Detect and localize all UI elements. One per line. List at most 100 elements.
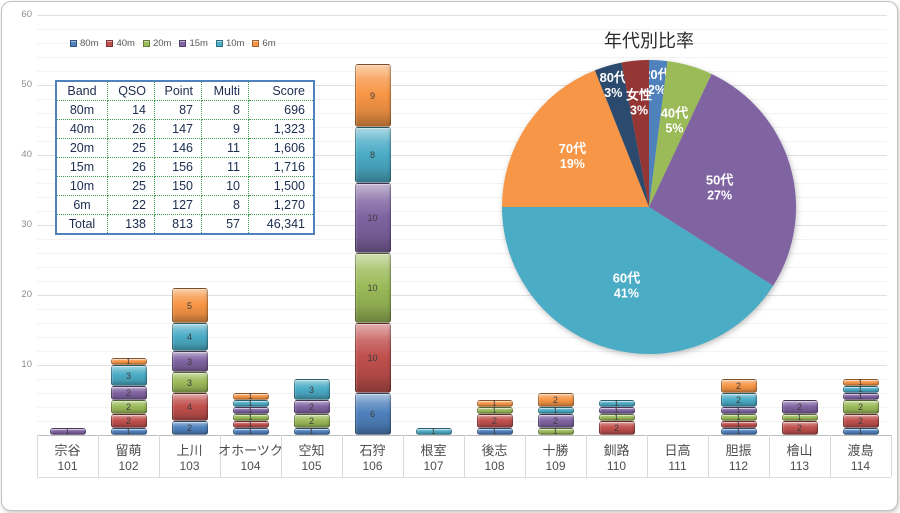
table-cell: 11: [201, 138, 249, 158]
table-cell: 57: [201, 214, 249, 235]
bar-segment-10m: 1: [598, 399, 635, 408]
bar-segment-80m: 1: [110, 427, 147, 436]
bar-segment-40m: 1: [720, 420, 757, 429]
legend-marker-icon: [106, 40, 114, 47]
table-cell: 8: [201, 100, 249, 120]
bar-segment-40m: 10: [354, 323, 391, 393]
gridline: [37, 57, 887, 58]
bar-segment-6m: 1: [110, 357, 147, 366]
pie-slice-label: 50代 27%: [706, 172, 733, 202]
x-axis-category-label: 空知: [298, 443, 325, 458]
legend-label: 15m: [189, 38, 208, 49]
x-axis-separator: [830, 435, 831, 477]
gridline: [37, 407, 887, 408]
gridline: [37, 127, 887, 128]
table-cell: 156: [154, 157, 202, 177]
bar-segment-10m: 1: [415, 427, 452, 436]
bar-segment-40m: 1: [232, 420, 269, 429]
x-axis-separator: [281, 435, 282, 477]
bar-segment-10m: 1: [537, 406, 574, 415]
gridline: [37, 99, 887, 100]
table-header-cell: QSO: [107, 80, 155, 101]
gridline: [37, 29, 887, 30]
x-axis-category-label: 胆振: [725, 443, 752, 458]
pie-slice-2: [649, 61, 712, 207]
pie-slice-5: [502, 70, 649, 207]
table-cell: 696: [248, 100, 315, 120]
x-axis-category-code: 114: [850, 459, 871, 473]
gridline: [37, 253, 887, 254]
table-cell: 10: [201, 176, 249, 196]
gridline: [37, 239, 887, 240]
x-axis-category-code: 113: [789, 459, 810, 473]
table-row: 10m 25 150 10 1,500: [55, 176, 315, 196]
table-cell: 1,323: [248, 119, 315, 139]
table-cell: 9: [201, 119, 249, 139]
x-axis-category-label: 渡島: [847, 443, 874, 458]
bar-segment-10m: 3: [110, 365, 147, 386]
table-header-cell: Band: [55, 80, 108, 101]
pie-chart: 20代 2% 40代 5% 50代 27% 60代 41% 70代 19% 80代 3% 女性 3%: [502, 60, 797, 355]
x-axis-separator: [769, 435, 770, 477]
gridline: [37, 197, 887, 198]
pie-slice-1: [649, 60, 668, 207]
table-cell: 40m: [55, 119, 108, 139]
table-cell: 8: [201, 195, 249, 215]
table-header-cell: Multi: [201, 80, 249, 101]
x-axis-separator: [464, 435, 465, 477]
x-axis-category-code: 112: [728, 459, 749, 473]
x-axis-category-label: 十勝: [542, 443, 569, 458]
x-axis-category-code: 101: [57, 459, 78, 473]
bar-segment-6m: 2: [720, 379, 757, 393]
bar-segment-40m: 2: [110, 414, 147, 428]
table-cell: Total: [55, 214, 108, 235]
gridline: [37, 85, 887, 86]
y-axis-tick-label: 60: [21, 9, 32, 20]
gridline: [37, 225, 887, 226]
legend-marker-icon: [252, 40, 260, 47]
table-cell: 147: [154, 119, 202, 139]
pie-slice-label: 40代 5%: [661, 105, 688, 135]
bar-segment-6m: 1: [842, 378, 879, 387]
y-axis-tick-label: 30: [21, 219, 32, 230]
y-axis-tick-label: 10: [21, 359, 32, 370]
gridline: [37, 141, 887, 142]
legend-item-20m: 20m: [142, 38, 171, 49]
gridline: [37, 211, 887, 212]
bar-segment-6m: 1: [232, 392, 269, 401]
x-axis-category-code: 104: [240, 459, 261, 473]
x-axis-band-bottom-line: [37, 477, 891, 478]
bar-segment-10m: 1: [842, 385, 879, 394]
x-axis-category-label: 石狩: [359, 443, 386, 458]
bar-segment-15m: 2: [110, 386, 147, 400]
table-row: Total 138 813 57 46,341: [55, 214, 315, 235]
x-axis-category-label: 日高: [664, 443, 691, 458]
table-cell: 80m: [55, 100, 108, 120]
bar-segment-20m: 1: [598, 413, 635, 422]
gridline: [37, 365, 887, 366]
bar-segment-15m: 2: [537, 414, 574, 428]
gridline: [37, 183, 887, 184]
table-row: 15m 26 156 11 1,716: [55, 157, 315, 177]
bar-segment-40m: 2: [842, 414, 879, 428]
bar-segment-80m: 1: [476, 427, 513, 436]
x-axis-separator: [708, 435, 709, 477]
legend-item-15m: 15m: [179, 38, 208, 49]
x-axis-category-code: 111: [668, 459, 687, 473]
gridline: [37, 323, 887, 324]
x-axis-separator: [403, 435, 404, 477]
bar-segment-15m: 2: [293, 400, 330, 414]
table-cell: 813: [154, 214, 202, 235]
gridline: [37, 337, 887, 338]
bar-segment-20m: 1: [476, 406, 513, 415]
bar-segment-10m: 3: [293, 379, 330, 400]
bar-segment-20m: 2: [842, 400, 879, 414]
legend-label: 80m: [80, 38, 99, 49]
x-axis-separator: [647, 435, 648, 477]
x-axis-category-label: 上川: [176, 443, 203, 458]
bar-segment-80m: 2: [171, 421, 208, 435]
x-axis-category-label: 釧路: [603, 443, 630, 458]
legend-item-10m: 10m: [215, 38, 244, 49]
bar-segment-6m: 1: [476, 399, 513, 408]
